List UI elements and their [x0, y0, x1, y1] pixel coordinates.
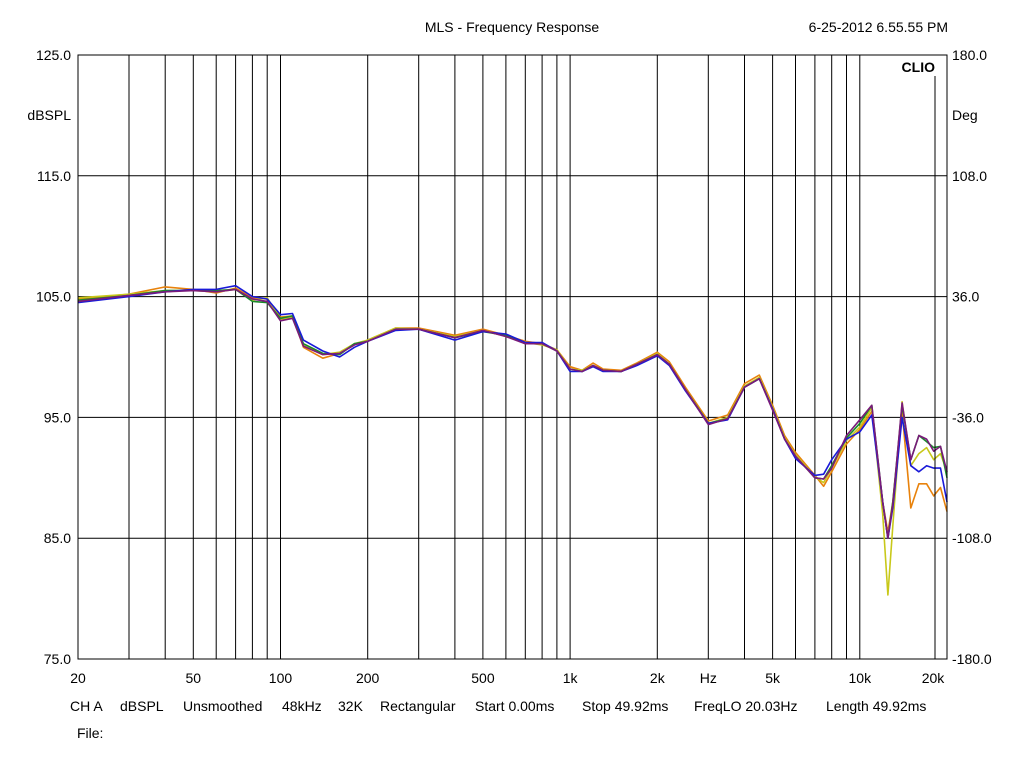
x-tick-label: 100 [269, 670, 293, 686]
left-tick-label: 85.0 [44, 530, 71, 546]
right-tick-label: 36.0 [952, 289, 979, 305]
footer-freqlo: FreqLO 20.03Hz [694, 698, 798, 714]
response-trace-3 [77, 288, 948, 539]
footer-rate: 48kHz [282, 698, 322, 714]
x-tick-label: 500 [471, 670, 495, 686]
right-tick-label: -180.0 [952, 651, 992, 667]
response-trace-1 [77, 286, 948, 533]
left-tick-label: 105.0 [36, 289, 71, 305]
footer-smoothing: Unsmoothed [183, 698, 262, 714]
right-tick-label: 108.0 [952, 168, 987, 184]
chart-title: MLS - Frequency Response [425, 19, 600, 35]
right-axis-unit: Deg [952, 107, 978, 123]
left-tick-label: 115.0 [37, 168, 71, 184]
right-tick-label: -36.0 [952, 409, 984, 425]
response-trace-5 [77, 288, 948, 539]
footer-file-label: File: [77, 725, 103, 741]
footer-length: Length 49.92ms [826, 698, 926, 714]
footer-channel: CH A [70, 698, 103, 714]
response-trace-4 [77, 284, 948, 539]
plot-frame [77, 54, 948, 660]
left-axis-unit: dBSPL [27, 107, 71, 123]
plot-traces [77, 284, 948, 596]
left-tick-label: 75.0 [44, 651, 71, 667]
x-axis-labels: 20 50 100 200 500 1k 2k Hz 5k 10k 20k [70, 670, 945, 686]
x-tick-label: 1k [563, 670, 579, 686]
footer-window: Rectangular [380, 698, 456, 714]
x-tick-label: 10k [849, 670, 873, 686]
brand-label: CLIO [902, 59, 936, 75]
timestamp: 6-25-2012 6.55.55 PM [809, 19, 948, 35]
footer-start: Start 0.00ms [475, 698, 554, 714]
x-tick-label: 20k [922, 670, 946, 686]
footer-unit: dBSPL [120, 698, 164, 714]
x-tick-label: Hz [700, 670, 717, 686]
footer-info: CH A dBSPL Unsmoothed 48kHz 32K Rectangu… [70, 698, 926, 741]
x-tick-label: 5k [765, 670, 781, 686]
left-tick-label: 95.0 [44, 409, 71, 425]
x-tick-label: 2k [650, 670, 666, 686]
x-tick-label: 50 [185, 670, 201, 686]
right-tick-label: 180.0 [952, 47, 987, 63]
footer-stop: Stop 49.92ms [582, 698, 668, 714]
response-trace-2 [77, 288, 948, 596]
x-tick-label: 200 [356, 670, 380, 686]
x-tick-label: 20 [70, 670, 86, 686]
y-axis-labels: 125.0 180.0 115.0 108.0 105.0 36.0 95.0 -36.0 85… [36, 47, 992, 667]
right-tick-label: -108.0 [952, 530, 992, 546]
left-tick-label: 125.0 [36, 47, 71, 63]
footer-size: 32K [338, 698, 364, 714]
plot-grid [78, 54, 947, 660]
